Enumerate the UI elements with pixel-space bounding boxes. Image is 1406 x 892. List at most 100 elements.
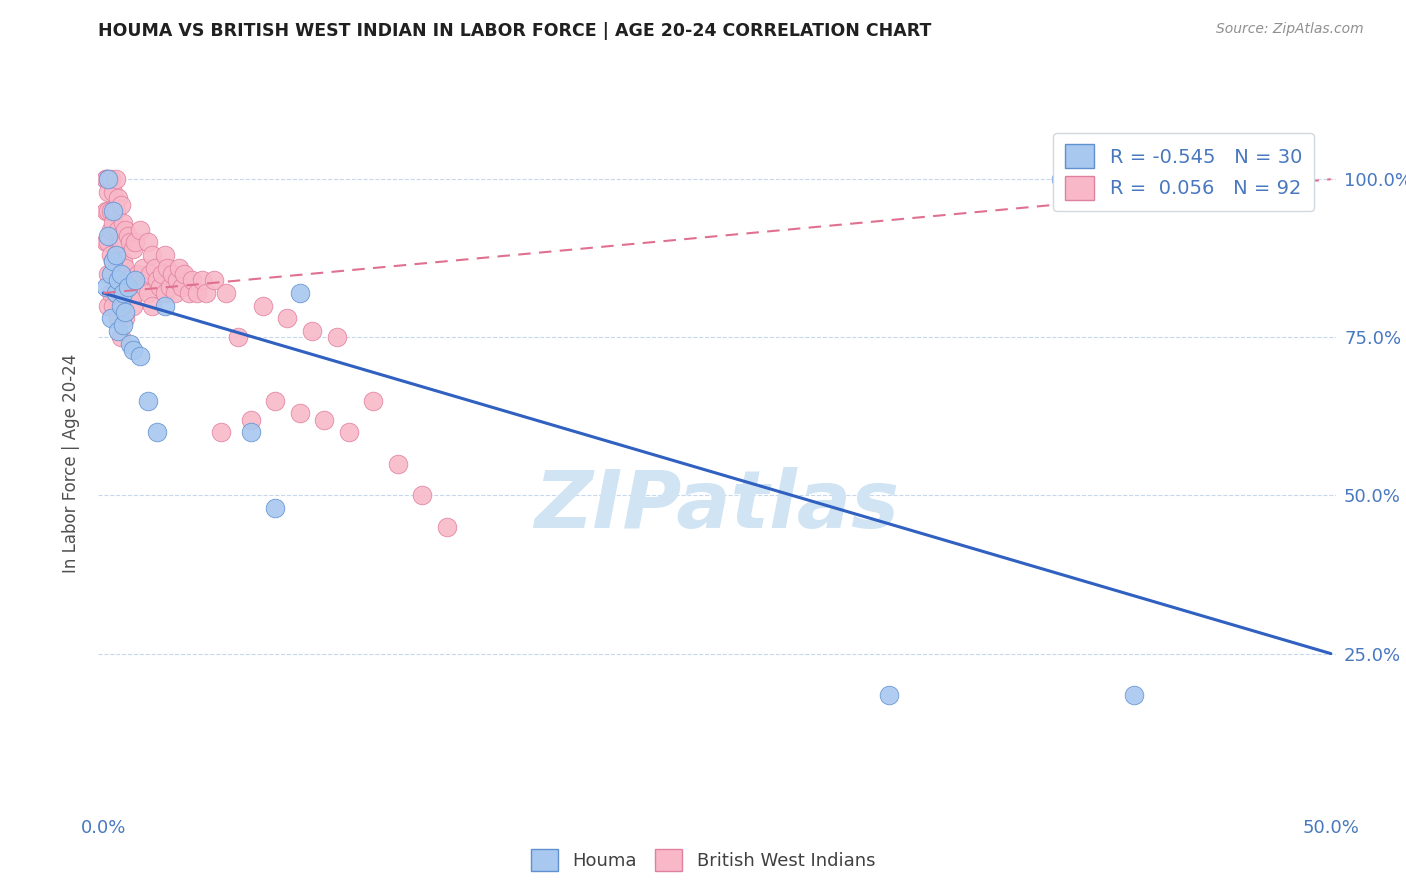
Point [110, 330, 132, 344]
Point [149, 279, 172, 293]
Point [104, 172, 127, 186]
Point [124, 273, 146, 287]
Point [252, 299, 274, 313]
Point [101, 217, 124, 231]
Point [100, 203, 122, 218]
Point [195, 286, 218, 301]
Point [100, 172, 122, 186]
Point [114, 305, 136, 319]
Point [104, 248, 127, 262]
Point [136, 393, 159, 408]
Point [141, 299, 163, 313]
Point [209, 425, 232, 440]
Point [121, 242, 143, 256]
Point [143, 260, 166, 275]
Point [117, 229, 139, 244]
Point [1123, 688, 1146, 702]
Point [120, 336, 142, 351]
Point [436, 520, 458, 534]
Point [1049, 172, 1071, 186]
Legend: R = -0.545   N = 30, R =  0.056   N = 92: R = -0.545 N = 30, R = 0.056 N = 92 [1053, 133, 1313, 211]
Point [110, 235, 132, 250]
Point [325, 330, 347, 344]
Point [94, 172, 117, 186]
Point [107, 223, 129, 237]
Point [114, 223, 136, 237]
Point [101, 254, 124, 268]
Point [104, 248, 127, 262]
Point [127, 267, 149, 281]
Point [104, 286, 127, 301]
Y-axis label: In Labor Force | Age 20-24: In Labor Force | Age 20-24 [62, 354, 80, 574]
Point [120, 235, 142, 250]
Point [101, 185, 124, 199]
Point [153, 286, 176, 301]
Point [146, 273, 169, 287]
Point [101, 254, 124, 268]
Point [202, 273, 225, 287]
Point [131, 260, 153, 275]
Point [363, 393, 385, 408]
Point [264, 501, 287, 516]
Point [97, 172, 120, 186]
Point [411, 488, 433, 502]
Point [160, 267, 183, 281]
Point [215, 286, 238, 301]
Point [121, 299, 143, 313]
Point [150, 267, 173, 281]
Point [264, 393, 287, 408]
Point [129, 273, 152, 287]
Point [97, 235, 120, 250]
Point [117, 273, 139, 287]
Point [153, 248, 176, 262]
Point [301, 324, 323, 338]
Text: ZIPatlas: ZIPatlas [534, 467, 900, 545]
Point [104, 286, 127, 301]
Point [877, 688, 900, 702]
Point [139, 267, 162, 281]
Point [288, 286, 311, 301]
Point [146, 425, 169, 440]
Point [111, 286, 134, 301]
Point [111, 318, 134, 332]
Point [276, 311, 298, 326]
Point [97, 172, 120, 186]
Point [111, 299, 134, 313]
Point [101, 203, 124, 218]
Legend: Houma, British West Indians: Houma, British West Indians [523, 842, 883, 879]
Point [100, 267, 122, 281]
Point [120, 286, 142, 301]
Point [104, 203, 127, 218]
Point [100, 286, 122, 301]
Point [97, 299, 120, 313]
Point [136, 286, 159, 301]
Point [111, 217, 134, 231]
Point [337, 425, 360, 440]
Point [239, 425, 262, 440]
Point [173, 267, 195, 281]
Point [114, 260, 136, 275]
Point [169, 260, 191, 275]
Point [129, 349, 152, 363]
Point [111, 254, 134, 268]
Point [170, 279, 193, 293]
Point [110, 197, 132, 211]
Point [100, 248, 122, 262]
Point [107, 254, 129, 268]
Point [107, 324, 129, 338]
Point [94, 172, 117, 186]
Point [97, 267, 120, 281]
Point [156, 260, 179, 275]
Point [121, 343, 143, 357]
Text: Source: ZipAtlas.com: Source: ZipAtlas.com [1216, 22, 1364, 37]
Point [228, 330, 250, 344]
Point [110, 267, 132, 281]
Point [97, 185, 120, 199]
Point [288, 406, 311, 420]
Point [110, 267, 132, 281]
Point [97, 229, 120, 244]
Point [94, 279, 117, 293]
Point [101, 299, 124, 313]
Point [100, 311, 122, 326]
Point [124, 286, 146, 301]
